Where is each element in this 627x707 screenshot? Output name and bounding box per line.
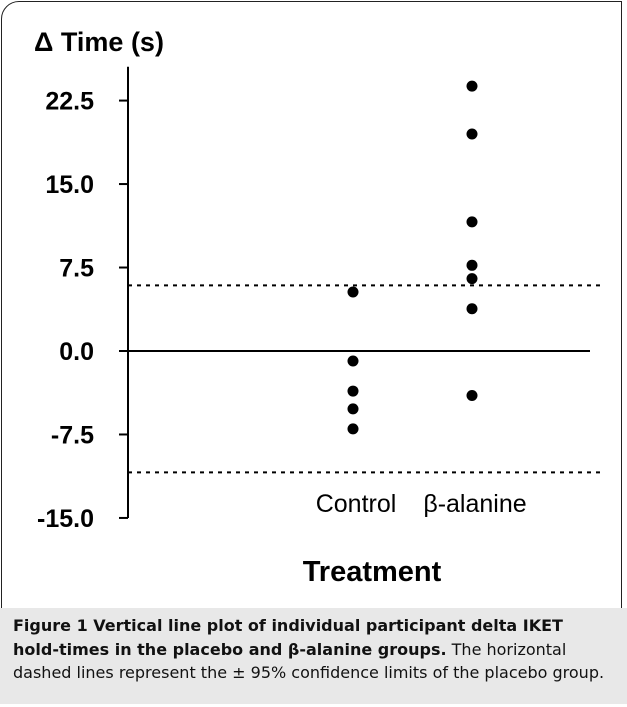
data-point [466,303,478,315]
y-tick-label: -7.5 [51,421,94,449]
data-point [466,390,478,402]
data-point [347,355,359,367]
x-category-label: β-alanine [423,490,526,518]
x-category-label: Control [316,490,397,518]
data-point [347,403,359,415]
data-point [466,80,478,92]
y-tick-label: 7.5 [59,255,94,283]
data-point [347,385,359,397]
y-tick-label: 0.0 [59,338,94,366]
axes: 22.5 15.0 7.5 0.0 -7.5 -15.0 Control β-alanine [37,66,600,533]
data-point [347,286,359,298]
data-points [347,80,478,435]
y-axis-label: Δ Time (s) [34,27,164,57]
caption-text: The horizontal dashed lines represent th… [13,639,605,683]
data-point [466,273,478,285]
y-tick-label: -15.0 [37,505,94,533]
x-axis-label: Treatment [303,556,442,588]
data-point [347,423,359,435]
caption-title: Figure 1 Vertical line plot of individua… [13,616,563,659]
scatter-plot: Δ Time (s) 22.5 15.0 7.5 0.0 -7.5 -15.0 Contro… [34,27,600,588]
y-tick-label: 22.5 [45,88,94,116]
y-tick-label: 15.0 [45,171,94,199]
figure-caption: Figure 1 Vertical line plot of individua… [0,608,627,704]
data-point [466,216,478,228]
data-point [466,128,478,140]
data-point [466,259,478,271]
